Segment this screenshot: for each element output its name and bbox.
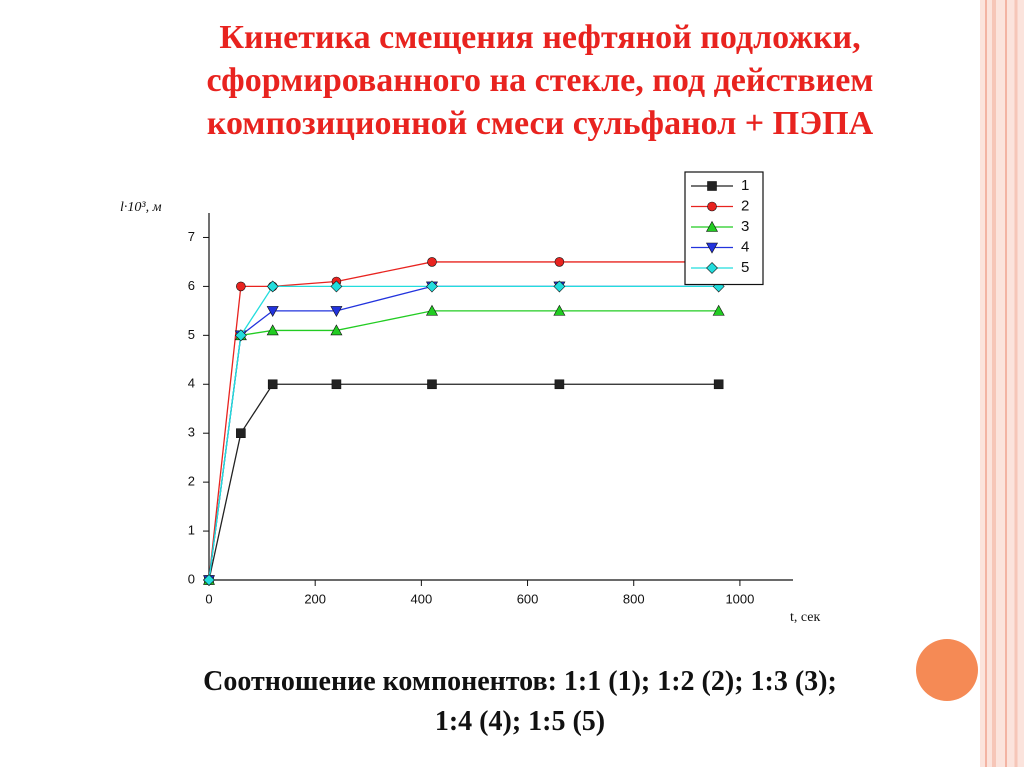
series-line <box>208 261 719 581</box>
x-tick-label: 400 <box>411 591 433 606</box>
legend-label: 5 <box>741 259 749 276</box>
y-tick-label: 7 <box>188 229 195 244</box>
marker <box>554 379 565 390</box>
legend-label: 3 <box>741 218 749 235</box>
slide-title: Кинетика смещения нефтяной подложки, сфо… <box>120 16 960 145</box>
series-line <box>208 310 719 581</box>
legend-marker <box>705 220 719 232</box>
marker <box>330 324 343 336</box>
y-axis-label: l·10³, м <box>120 200 162 215</box>
x-tick-label: 600 <box>517 591 539 606</box>
x-tick-label: 0 <box>205 591 212 606</box>
x-tick-label: 1000 <box>725 591 754 606</box>
legend-label: 1 <box>741 177 749 194</box>
marker <box>553 304 566 316</box>
x-tick-label: 200 <box>304 591 326 606</box>
y-tick-label: 3 <box>188 425 195 440</box>
marker <box>236 281 246 292</box>
y-tick-label: 6 <box>188 278 195 293</box>
y-tick-label: 0 <box>188 571 195 586</box>
x-axis-label: t, сек <box>790 610 820 625</box>
y-tick-label: 2 <box>188 474 195 489</box>
marker <box>330 306 343 317</box>
y-tick-label: 5 <box>188 327 195 342</box>
caption-line: 1:4 (4); 1:5 (5) <box>434 706 606 737</box>
marker <box>712 304 725 316</box>
x-tick-label: 800 <box>623 591 645 606</box>
slide-caption: Соотношение компонентов: 1:1 (1); 1:2 (2… <box>100 662 940 742</box>
y-tick-label: 4 <box>188 376 195 391</box>
decor-stripes <box>980 0 1024 767</box>
marker <box>267 379 278 390</box>
legend-label: 4 <box>741 238 749 255</box>
legend-marker <box>706 262 718 274</box>
marker <box>426 280 438 293</box>
legend-marker <box>707 181 717 191</box>
title-line: Кинетика смещения нефтяной подложки, <box>219 19 861 56</box>
legend-marker <box>705 242 719 254</box>
legend-marker <box>707 201 717 212</box>
caption-line: Соотношение компонентов: 1:1 (1); 1:2 (2… <box>203 666 837 697</box>
decor-circle <box>916 639 978 701</box>
marker <box>203 574 215 586</box>
y-tick-label: 1 <box>188 523 195 538</box>
marker <box>331 379 342 390</box>
marker <box>234 329 247 342</box>
marker <box>425 304 438 316</box>
marker <box>236 428 246 439</box>
marker <box>266 324 279 336</box>
series-line <box>208 383 719 581</box>
marker <box>553 280 566 293</box>
marker <box>427 379 437 390</box>
marker <box>554 257 565 267</box>
marker <box>266 306 279 317</box>
marker <box>266 280 279 293</box>
marker <box>713 379 724 390</box>
title-line: композиционной смеси сульфанол + ПЭПА <box>206 105 874 142</box>
marker <box>330 280 343 293</box>
title-line: сформированного на стекле, под действием <box>206 62 874 99</box>
marker <box>427 257 437 267</box>
legend-label: 2 <box>741 197 749 214</box>
legend-box <box>684 171 764 286</box>
